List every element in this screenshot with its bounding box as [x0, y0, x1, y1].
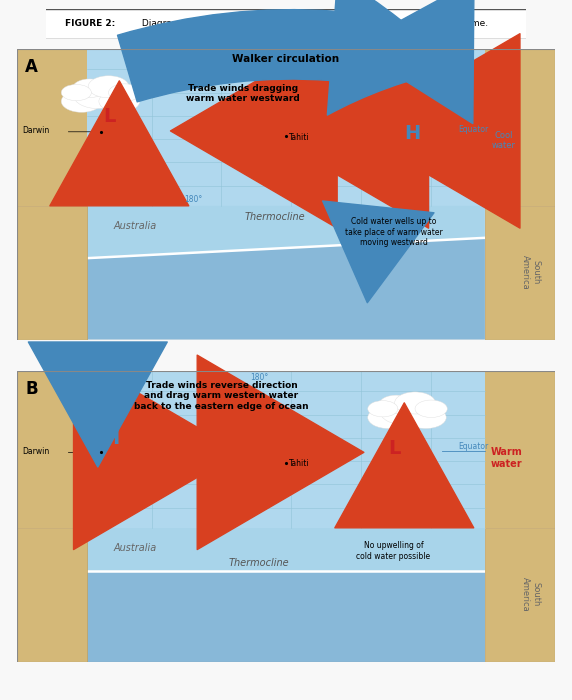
- Text: Warm
water: Warm water: [491, 447, 522, 469]
- Text: FIGURE 2:: FIGURE 2:: [65, 20, 115, 28]
- Circle shape: [99, 90, 140, 112]
- Polygon shape: [485, 528, 555, 661]
- Circle shape: [61, 85, 92, 101]
- Text: Australia: Australia: [114, 543, 157, 553]
- Text: Cool
water: Cool water: [492, 131, 516, 150]
- Text: Tahiti: Tahiti: [289, 132, 309, 141]
- Polygon shape: [17, 49, 87, 206]
- Text: 180°: 180°: [250, 372, 268, 382]
- Circle shape: [395, 392, 435, 414]
- Text: Darwin: Darwin: [22, 126, 50, 135]
- Text: Cold water wells up to
take place of warm water
moving westward: Cold water wells up to take place of war…: [345, 217, 442, 247]
- Text: Equator: Equator: [458, 442, 488, 452]
- Polygon shape: [17, 371, 87, 528]
- Text: Australia: Australia: [114, 221, 157, 231]
- Polygon shape: [485, 49, 555, 206]
- Text: L: L: [388, 439, 400, 458]
- Text: Walker circulation: Walker circulation: [232, 54, 340, 64]
- Circle shape: [368, 400, 398, 417]
- Polygon shape: [485, 206, 555, 340]
- Circle shape: [61, 90, 102, 112]
- Circle shape: [406, 407, 446, 428]
- Text: Darwin: Darwin: [22, 447, 50, 456]
- Polygon shape: [17, 206, 87, 340]
- Text: Trade winds reverse direction
and drag warm western water
back to the eastern ed: Trade winds reverse direction and drag w…: [134, 381, 309, 411]
- Text: A: A: [25, 57, 38, 76]
- Text: Thermocline: Thermocline: [245, 212, 305, 223]
- Circle shape: [368, 407, 408, 428]
- Circle shape: [379, 395, 414, 414]
- Text: Tahiti: Tahiti: [289, 459, 309, 468]
- Text: 180°: 180°: [184, 195, 202, 204]
- Circle shape: [109, 84, 141, 102]
- Polygon shape: [87, 49, 485, 206]
- Text: B: B: [25, 379, 38, 398]
- FancyBboxPatch shape: [36, 8, 536, 39]
- Text: No upwelling of
cold water possible: No upwelling of cold water possible: [356, 541, 431, 561]
- Text: Thermocline: Thermocline: [229, 558, 289, 568]
- Circle shape: [88, 76, 129, 98]
- Polygon shape: [87, 206, 485, 258]
- Text: H: H: [404, 124, 420, 143]
- Polygon shape: [87, 371, 485, 528]
- Text: Equator: Equator: [458, 125, 488, 134]
- Polygon shape: [87, 528, 485, 571]
- Text: H: H: [103, 428, 120, 447]
- Polygon shape: [87, 238, 485, 340]
- Circle shape: [380, 398, 428, 425]
- Text: Diagrams of conditions in the equatorial Pacific Ocean at two points in time.: Diagrams of conditions in the equatorial…: [140, 20, 488, 28]
- Polygon shape: [87, 571, 485, 661]
- Text: South
America: South America: [521, 256, 541, 290]
- Circle shape: [74, 83, 122, 108]
- Text: Trade winds dragging
warm water westward: Trade winds dragging warm water westward: [186, 84, 300, 104]
- Text: L: L: [103, 106, 116, 125]
- Polygon shape: [17, 528, 87, 661]
- Text: South
America: South America: [521, 578, 541, 612]
- Circle shape: [415, 400, 447, 417]
- Polygon shape: [485, 371, 555, 528]
- Circle shape: [73, 79, 107, 97]
